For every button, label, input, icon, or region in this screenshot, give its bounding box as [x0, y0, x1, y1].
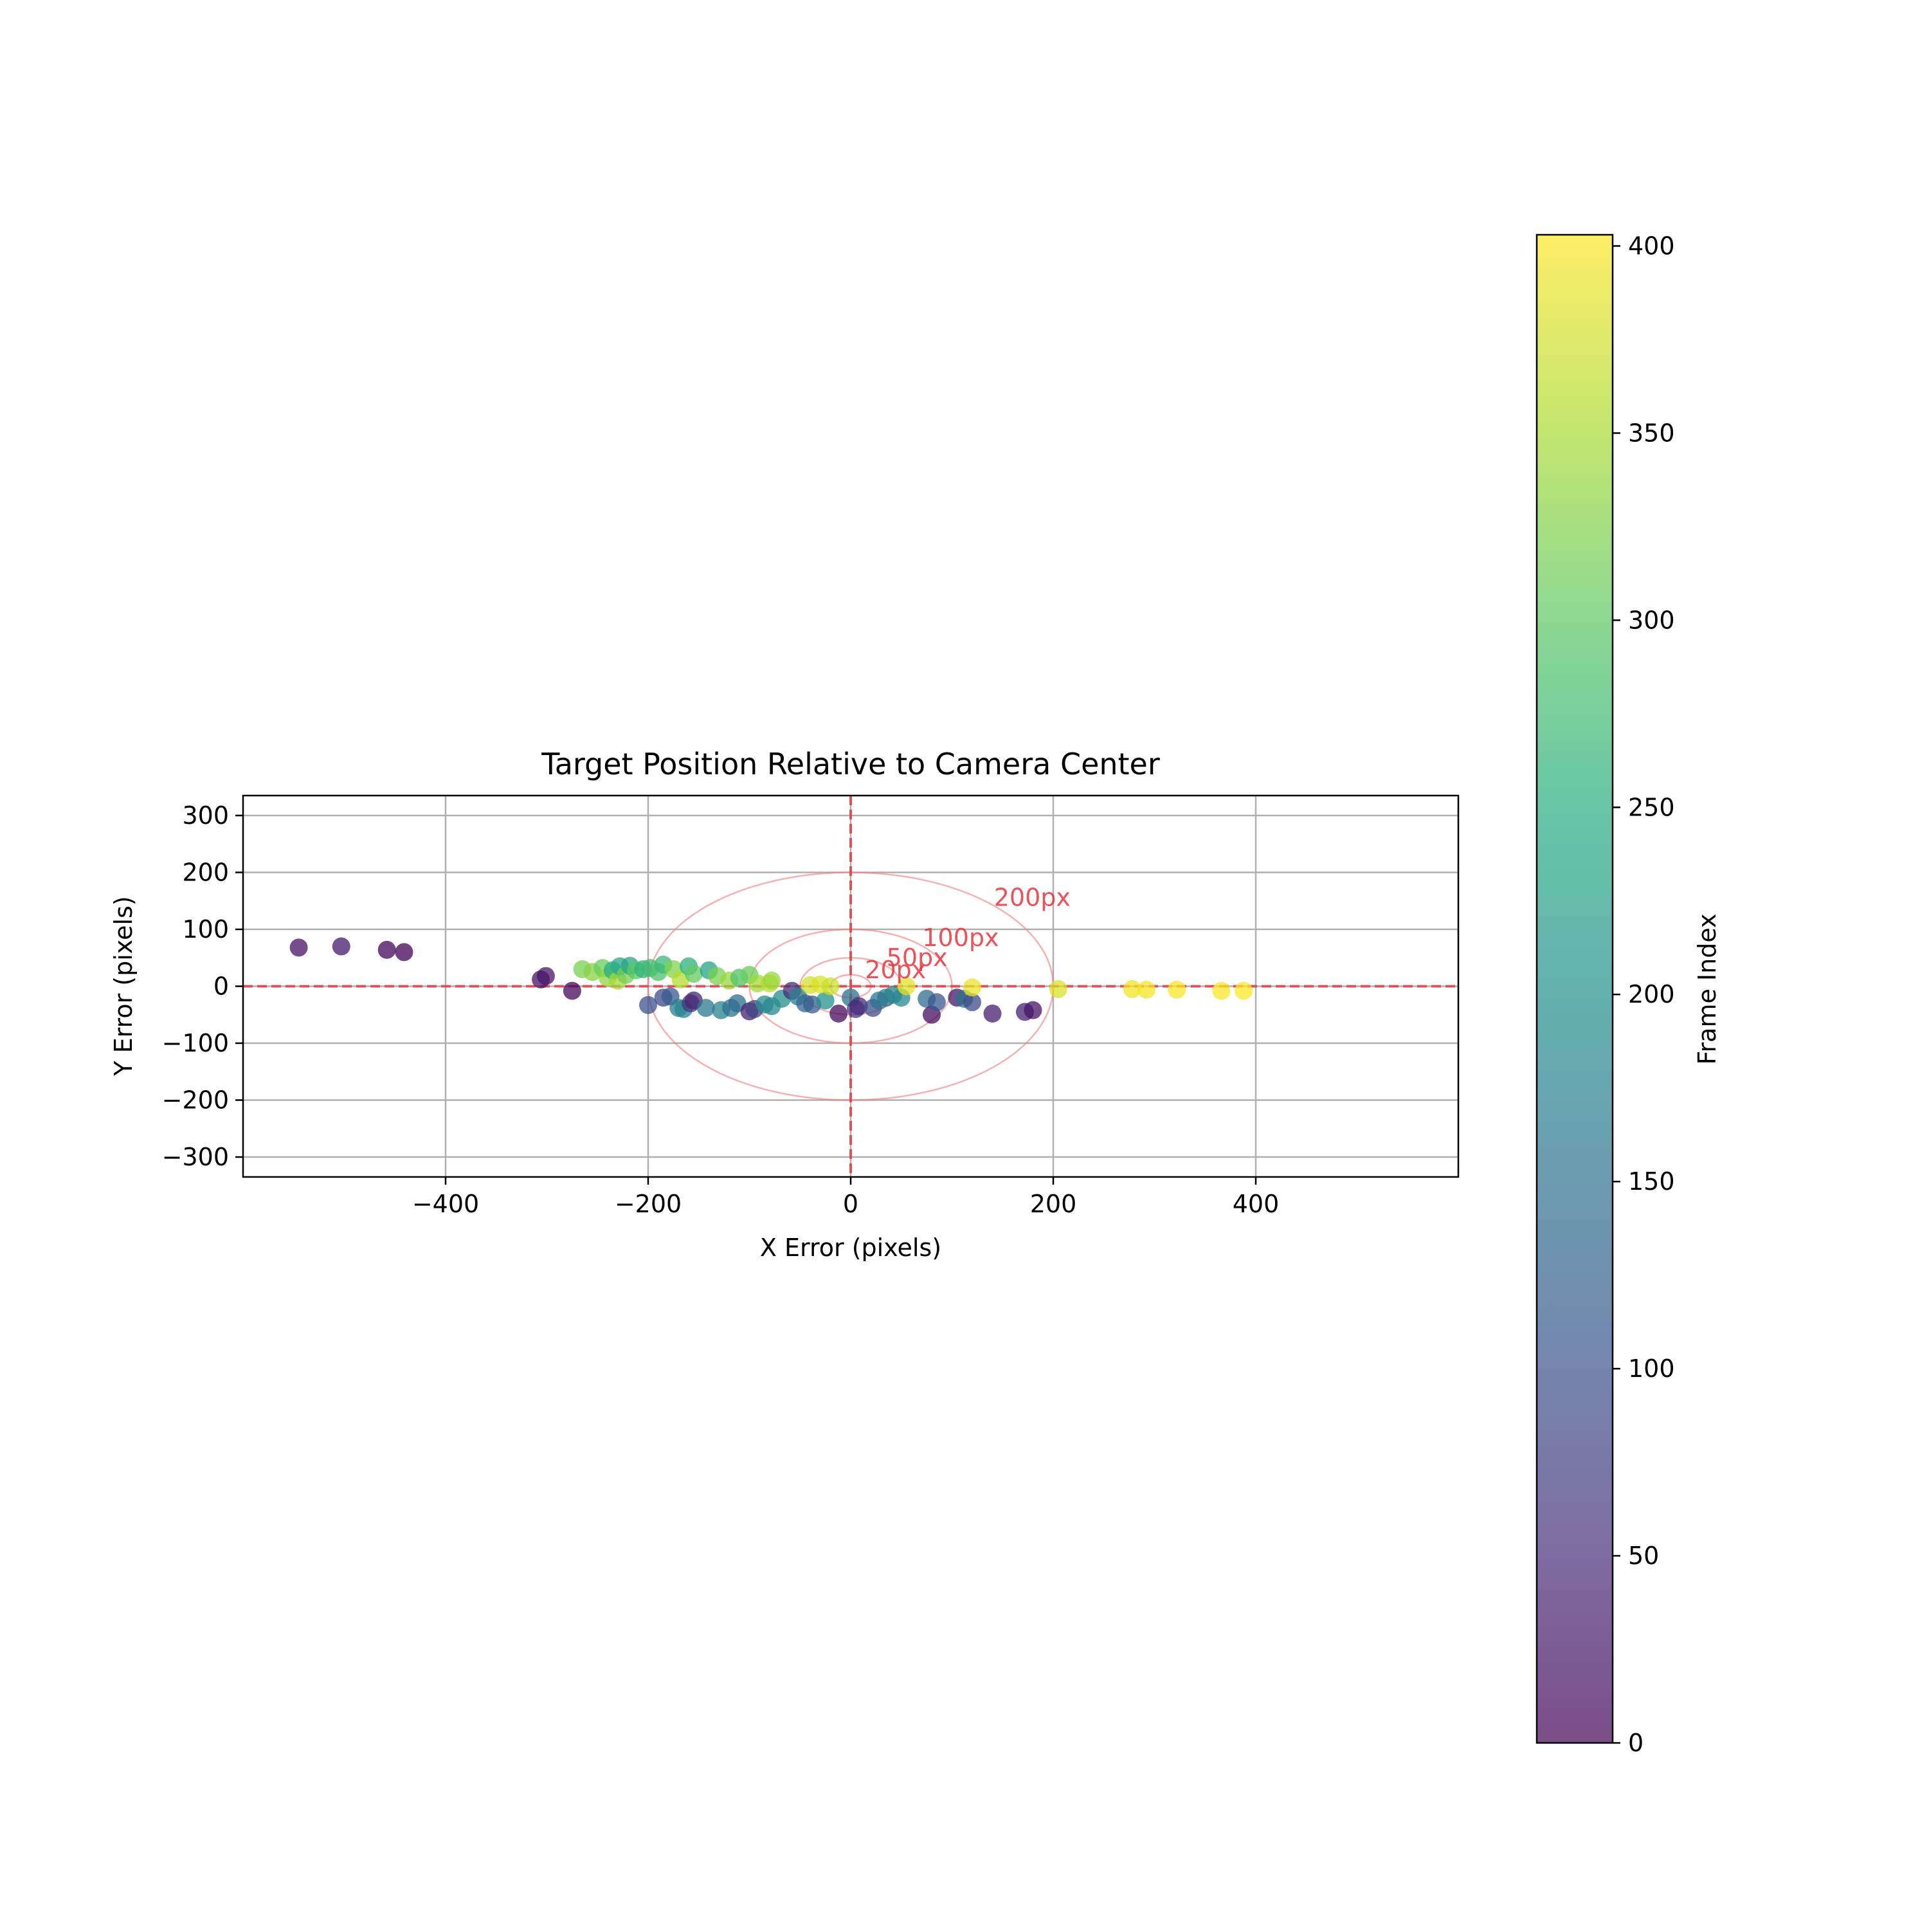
y-axis-ticks: −300 −200 −100 0 100 200 300 [162, 801, 243, 1171]
data-point [829, 1004, 848, 1023]
colorbar [1537, 235, 1613, 1743]
colorbar-tick-label: 50 [1628, 1542, 1659, 1570]
y-tick-label: −200 [162, 1086, 229, 1115]
data-point [1212, 981, 1231, 1000]
y-tick-label: 200 [182, 858, 229, 886]
data-point [536, 967, 555, 985]
x-axis-ticks: −400 −200 0 200 400 [412, 1177, 1279, 1218]
chart-title: Target Position Relative to Camera Cente… [541, 747, 1160, 781]
ring-label-20: 20px [865, 956, 926, 984]
data-point [1137, 980, 1155, 999]
x-tick-label: 400 [1233, 1190, 1280, 1218]
x-tick-label: 200 [1030, 1190, 1077, 1218]
colorbar-tick-label: 250 [1628, 793, 1675, 821]
x-axis-label: X Error (pixels) [760, 1234, 941, 1262]
data-point [927, 993, 946, 1012]
data-point [332, 937, 350, 956]
data-point [763, 971, 781, 990]
x-tick-label: −200 [615, 1190, 682, 1218]
colorbar-tick-label: 350 [1628, 419, 1675, 447]
data-point [289, 938, 308, 957]
data-point [816, 991, 835, 1010]
colorbar-tick-label: 0 [1628, 1729, 1644, 1757]
data-point [1168, 980, 1186, 999]
x-tick-label: −400 [412, 1190, 479, 1218]
colorbar-tick-label: 100 [1628, 1354, 1675, 1383]
data-point [377, 940, 396, 959]
data-point [696, 999, 715, 1017]
colorbar-label: Frame Index [1693, 913, 1721, 1064]
data-points [289, 937, 1253, 1024]
colorbar-tick-label: 150 [1628, 1167, 1675, 1196]
data-point [395, 943, 413, 961]
colorbar-tick-label: 200 [1628, 980, 1675, 1008]
colorbar-frame [1535, 233, 1614, 1744]
y-tick-label: 100 [182, 915, 229, 943]
center-lines [243, 796, 1458, 1177]
x-tick-label: 0 [843, 1190, 858, 1218]
data-point [1235, 981, 1253, 1000]
ring-label-100: 100px [922, 924, 999, 952]
ring-label-50: 50px [887, 943, 948, 972]
ring-label-200: 200px [994, 883, 1071, 911]
y-tick-label: −300 [162, 1143, 229, 1171]
y-tick-label: −100 [162, 1029, 229, 1057]
colorbar-ticks: 0 50 100 150 200 250 300 350 400 [1613, 232, 1675, 1757]
data-point [849, 997, 868, 1016]
data-point [684, 965, 703, 983]
y-tick-label: 0 [213, 972, 229, 1001]
data-point [1024, 1001, 1042, 1019]
data-point [563, 981, 581, 1000]
y-axis-label: Y Error (pixels) [109, 896, 138, 1076]
data-point [963, 978, 981, 997]
data-point [983, 1004, 1002, 1023]
colorbar-tick-label: 300 [1628, 606, 1675, 634]
y-tick-label: 300 [182, 801, 229, 830]
data-point [963, 993, 981, 1012]
data-point [639, 996, 657, 1014]
data-point [1049, 980, 1067, 998]
data-point [897, 977, 916, 996]
colorbar-tick-label: 400 [1628, 232, 1675, 260]
data-point [821, 977, 840, 996]
data-point [1123, 980, 1141, 998]
